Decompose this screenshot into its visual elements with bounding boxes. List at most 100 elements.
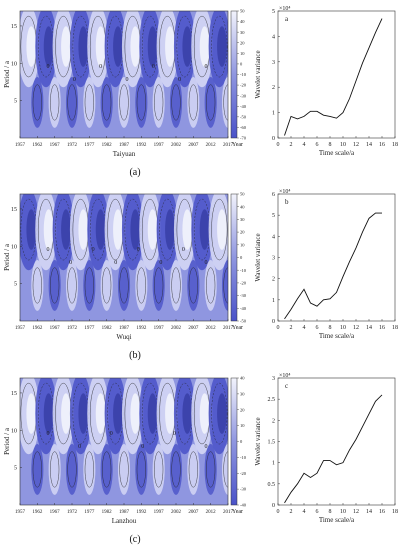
contour-core-upper — [217, 209, 227, 250]
contour-core-upper — [182, 209, 192, 250]
colorbar-tick-label: -50 — [240, 319, 247, 324]
contour-core-upper — [217, 26, 227, 67]
contour-x-tick-label: 1997 — [154, 510, 165, 515]
colorbar-tick-label: -10 — [240, 455, 247, 460]
contour-zero-label: 0 — [152, 64, 155, 70]
colorbar-tick-label: -10 — [240, 72, 247, 77]
variance-x-tick-label: 16 — [379, 325, 385, 331]
contour-zero-label: 0 — [78, 444, 81, 450]
colorbar-tick-label: 30 — [240, 30, 245, 35]
colorbar-tick-label: -30 — [240, 93, 247, 98]
colorbar-tick-label: 0 — [240, 62, 243, 67]
colorbar — [231, 378, 237, 505]
variance-exponent: ×10⁴ — [279, 189, 290, 195]
colorbar-tick-label: -50 — [240, 114, 247, 119]
contour-x-tick-label: 2002 — [171, 510, 182, 515]
contour-zero-label: 0 — [126, 77, 129, 83]
variance-x-tick-label: 4 — [303, 325, 306, 331]
panel-letter-c: (c) — [115, 534, 155, 545]
contour-core-upper — [61, 26, 71, 67]
contour-y-tick-label: 5 — [14, 466, 17, 472]
variance-y-tick-label: 2.5 — [268, 397, 276, 403]
contour-core-upper — [44, 209, 54, 250]
contour-core-upper — [61, 209, 71, 250]
variance-y-tick-label: 3 — [272, 256, 275, 262]
contour-zero-label: 0 — [110, 431, 113, 437]
contour-y-tick-label: 10 — [11, 428, 17, 434]
colorbar-tick-label: -30 — [240, 487, 247, 492]
variance-x-tick-label: 12 — [353, 509, 359, 515]
variance-panel-label: c — [285, 382, 288, 390]
variance-y-tick-label: 2 — [272, 85, 275, 91]
contour-core-upper — [78, 209, 88, 250]
contour-zero-label: 0 — [205, 64, 208, 70]
colorbar-tick-label: 0 — [240, 255, 243, 260]
contour-x-tick-label: 1987 — [119, 326, 130, 331]
contour-core-upper — [217, 393, 227, 434]
contour-core-upper — [148, 26, 158, 67]
variance-y-tick-label: 2 — [272, 418, 275, 424]
station-name: Taiyuan — [113, 150, 136, 158]
contour-zero-label: 0 — [114, 260, 117, 266]
contour-core-upper — [26, 209, 36, 250]
variance-x-tick-label: 6 — [316, 142, 319, 148]
colorbar-tick-label: 30 — [240, 391, 245, 396]
colorbar-tick-label: -20 — [240, 471, 247, 476]
contour-y-tick-label: 15 — [11, 207, 17, 213]
contour-x-tick-label: 1982 — [102, 143, 113, 148]
colorbar-tick-label: -10 — [240, 268, 247, 273]
variance-y-tick-label: 0 — [272, 319, 275, 325]
contour-x-tick-label: 1972 — [67, 143, 78, 148]
variance-x-tick-label: 2 — [290, 325, 293, 331]
panel-letter-a: (a) — [115, 167, 155, 178]
contour-zero-label: 0 — [137, 247, 140, 253]
variance-x-tick-label: 10 — [340, 142, 346, 148]
contour-y-axis-label: Period / a — [3, 243, 11, 271]
colorbar-tick-label: -40 — [240, 503, 247, 508]
colorbar-tick-label: -20 — [240, 83, 247, 88]
contour-core-upper — [200, 209, 210, 250]
colorbar-tick-label: 40 — [240, 376, 245, 381]
contour-x-tick-label: 1957 — [15, 143, 26, 148]
variance-x-tick-label: 4 — [303, 142, 306, 148]
contour-x-tick-label: 1957 — [15, 510, 26, 515]
contour-core-upper — [200, 26, 210, 67]
contour-core-upper — [182, 393, 192, 434]
contour-x-tick-label: 1977 — [84, 143, 95, 148]
variance-exponent: ×10⁴ — [279, 6, 290, 12]
contour-core-upper — [182, 26, 192, 67]
contour-zero-label: 0 — [205, 444, 208, 450]
contour-x-tick-label: 2007 — [188, 326, 199, 331]
variance-x-tick-label: 12 — [353, 325, 359, 331]
variance-x-tick-label: 0 — [277, 509, 280, 515]
contour-core-upper — [44, 393, 54, 434]
contour-x-tick-label: 1967 — [50, 326, 61, 331]
variance-x-tick-label: 0 — [277, 325, 280, 331]
contour-zero-label: 0 — [47, 247, 50, 253]
contour-zero-label: 0 — [69, 260, 72, 266]
contour-x-tick-label: 1967 — [50, 510, 61, 515]
colorbar-tick-label: 40 — [240, 204, 245, 209]
colorbar-tick-label: 10 — [240, 423, 245, 428]
variance-y-tick-label: 1.5 — [268, 440, 276, 446]
contour-core-upper — [113, 209, 123, 250]
contour-x-tick-label: 2007 — [188, 510, 199, 515]
contour-zero-label: 0 — [173, 431, 176, 437]
contour-core-upper — [130, 393, 140, 434]
contour-zero-label: 0 — [99, 64, 102, 70]
variance-x-axis-label: Time scale/a — [319, 332, 355, 340]
contour-x-tick-label: 2012 — [206, 143, 217, 148]
variance-y-tick-label: 6 — [272, 192, 275, 198]
contour-core-upper — [44, 26, 54, 67]
colorbar-tick-label: -40 — [240, 306, 247, 311]
contour-core-upper — [26, 26, 36, 67]
colorbar-tick-label: -70 — [240, 136, 247, 141]
contour-core-upper — [165, 209, 175, 250]
variance-y-tick-label: 5 — [272, 9, 275, 15]
colorbar — [231, 194, 237, 321]
